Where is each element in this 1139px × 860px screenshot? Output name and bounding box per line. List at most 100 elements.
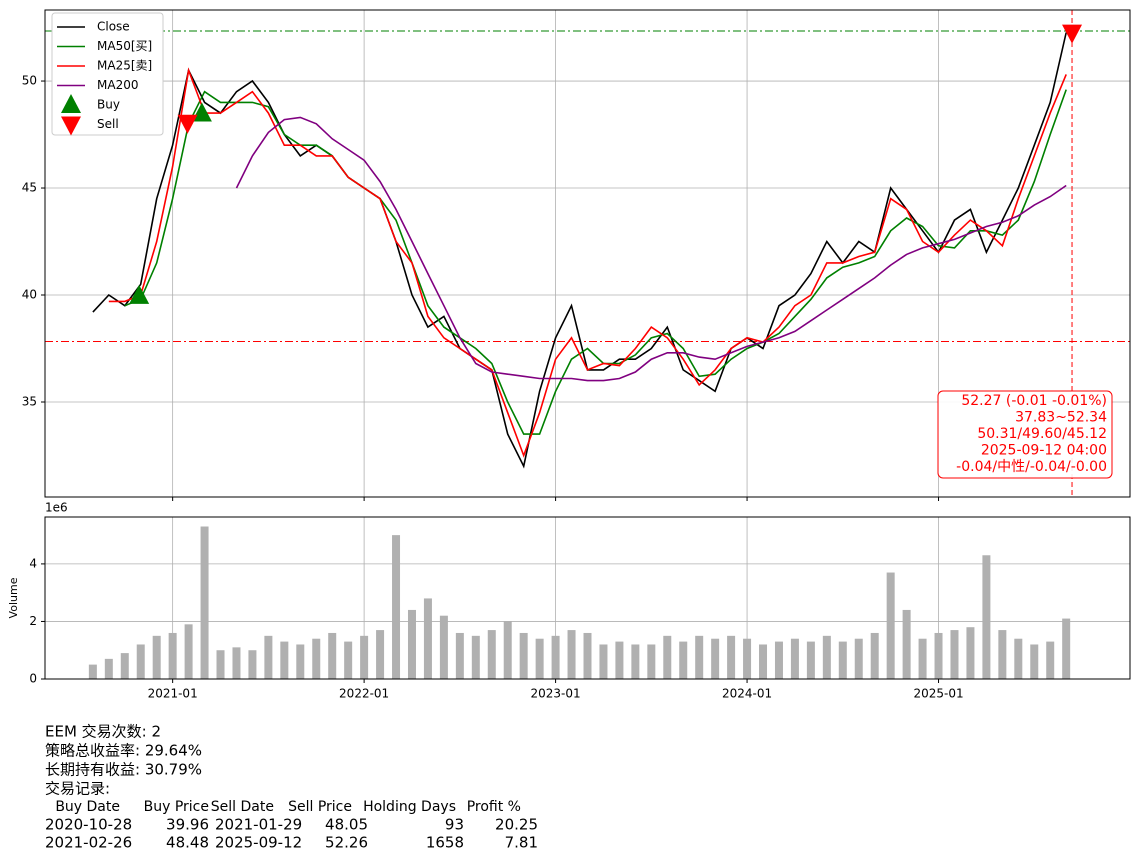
annotation-text: 50.31/49.60/45.12 (977, 426, 1107, 442)
volume-bar (647, 644, 656, 679)
volume-bar (136, 644, 145, 679)
legend-swatch (61, 116, 81, 136)
annotation-text: 52.27 (-0.01 -0.01%) (961, 393, 1107, 409)
volume-bar (88, 664, 97, 679)
volume-bar (934, 632, 943, 679)
volume-bar (902, 609, 911, 679)
volume-bar (998, 630, 1007, 679)
volume-bar (1030, 644, 1039, 679)
legend-label: MA200 (97, 78, 138, 92)
price-line (108, 67, 1067, 458)
volume-bar (1046, 641, 1055, 679)
volume-bar (360, 635, 369, 679)
y-tick-label: 50 (22, 74, 37, 88)
legend-swatch (61, 94, 81, 113)
volume-bar (216, 650, 225, 679)
volume-bar (376, 630, 385, 679)
table-cell: 48.05 (325, 816, 368, 834)
annotation-text: 2025-09-12 04:00 (981, 443, 1107, 459)
x-tick-label: 2022-01 (339, 687, 389, 701)
sell-marker (1062, 24, 1083, 44)
sell-marker (177, 114, 198, 134)
volume-bar (168, 632, 177, 679)
volume-bar (695, 635, 704, 679)
table-header: Profit % (467, 799, 521, 815)
volume-bar (312, 638, 321, 679)
volume-bar (759, 644, 768, 679)
table-cell: 39.96 (166, 816, 209, 834)
legend-label: MA25[卖] (97, 59, 152, 73)
buy-marker (129, 284, 150, 304)
table-cell: 2021-01-29 (215, 816, 302, 834)
volume-bar (120, 653, 129, 679)
x-tick-label: 2021-01 (148, 687, 198, 701)
volume-bar (583, 632, 592, 679)
table-header: Buy Date (55, 799, 120, 815)
y-tick-label: 0 (29, 672, 37, 686)
volume-bar (503, 621, 512, 679)
price-line (92, 32, 1067, 469)
volume-bar (551, 635, 560, 679)
volume-bar (982, 555, 991, 679)
table-header: Holding Days (363, 799, 456, 815)
volume-bar (711, 638, 720, 679)
volume-bar (248, 650, 257, 679)
volume-bar (152, 635, 161, 679)
summary-line: 交易记录: (45, 780, 110, 798)
volume-bar (663, 635, 672, 679)
volume-bar (966, 627, 975, 679)
plot-frame (44, 9, 1131, 498)
volume-bar (918, 638, 927, 679)
table-cell: 20.25 (495, 816, 538, 834)
table-header: Buy Price (144, 799, 209, 815)
table-cell: 93 (445, 816, 464, 834)
legend-label: Sell (97, 117, 119, 131)
annotation-box (937, 390, 1113, 479)
x-tick-label: 2023-01 (531, 687, 581, 701)
price-line (124, 89, 1067, 435)
volume-bar (296, 644, 305, 679)
table-cell: 1658 (426, 834, 464, 852)
volume-bar (599, 644, 608, 679)
volume-bar (232, 647, 241, 679)
volume-bar (870, 632, 879, 679)
table-cell: 48.48 (166, 834, 209, 852)
volume-bar (184, 624, 193, 679)
legend-box (51, 12, 164, 136)
volume-bar (1014, 638, 1023, 679)
volume-bar (280, 641, 289, 679)
table-cell: 7.81 (505, 834, 538, 852)
legend-label: Buy (97, 98, 120, 112)
y-tick-label: 2 (29, 614, 37, 628)
volume-bar (455, 632, 464, 679)
volume-bar (886, 572, 895, 679)
legend-label: MA50[买] (97, 39, 152, 53)
y-tick-label: 40 (22, 288, 37, 302)
price-line (235, 116, 1067, 382)
volume-bar (328, 632, 337, 679)
volume-bar (615, 641, 624, 679)
table-cell: 2021-02-26 (45, 834, 132, 852)
volume-bar (567, 630, 576, 679)
offset-label: 1e6 (45, 501, 68, 515)
volume-bar (790, 638, 799, 679)
volume-bar (838, 641, 847, 679)
table-header: Sell Price (288, 799, 352, 815)
volume-bar (104, 658, 113, 679)
volume-bar (679, 641, 688, 679)
volume-bar (743, 638, 752, 679)
annotation-text: -0.04/中性/-0.04/-0.00 (956, 459, 1107, 475)
volume-bar (423, 598, 432, 679)
volume-bar (806, 641, 815, 679)
volume-bar (392, 535, 401, 679)
y-tick-label: 4 (29, 556, 37, 570)
plot-frame (44, 516, 1131, 680)
table-cell: 52.26 (325, 834, 368, 852)
volume-bar (344, 641, 353, 679)
x-tick-label: 2025-01 (913, 687, 963, 701)
volume-bar (439, 615, 448, 679)
volume-bar (1062, 618, 1071, 679)
volume-bar (519, 632, 528, 679)
volume-bar (631, 644, 640, 679)
